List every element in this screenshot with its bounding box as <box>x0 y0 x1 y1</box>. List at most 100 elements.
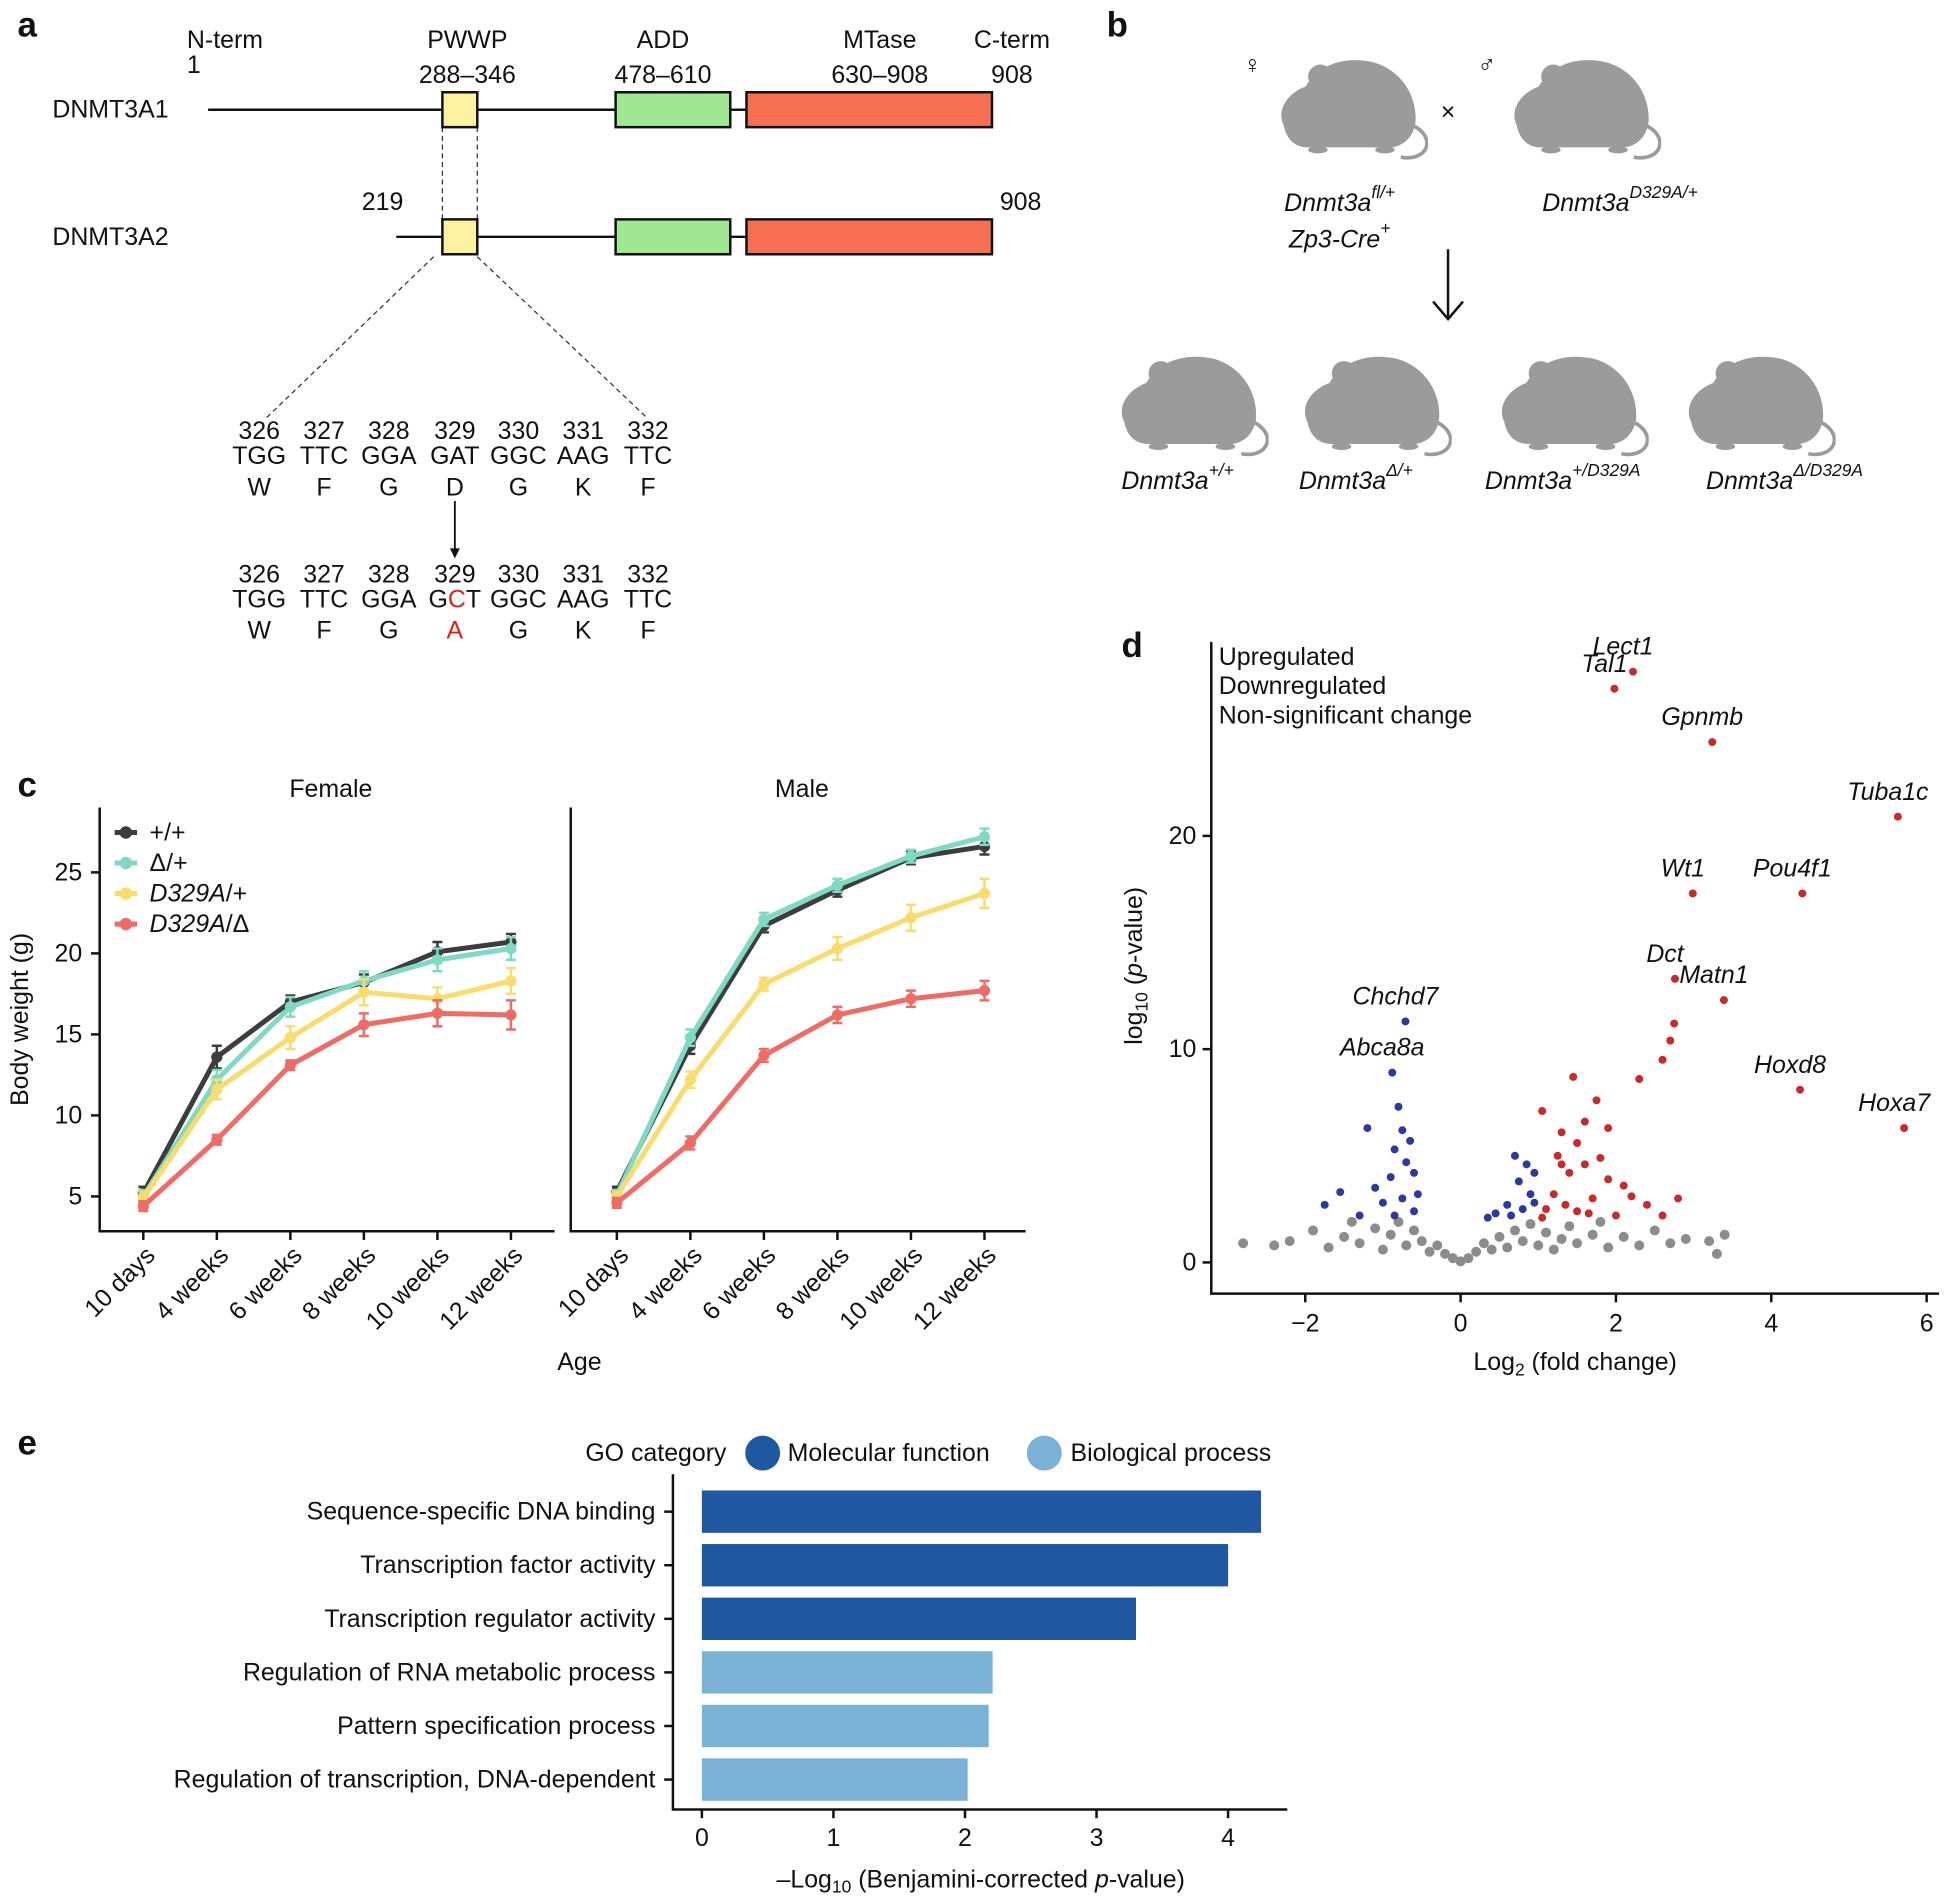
text-part: T <box>466 585 481 613</box>
text-part: p <box>1094 1865 1109 1893</box>
data-point <box>1503 1200 1512 1209</box>
isoform-name: DNMT3A2 <box>52 223 168 251</box>
x-axis-label: Log2 (fold change) <box>1473 1348 1677 1379</box>
y-axis-label: log10 (p-value) <box>1120 887 1151 1045</box>
data-point <box>1346 1216 1357 1227</box>
y-tick-label: Regulation of RNA metabolic process <box>243 1658 656 1686</box>
codon-number: 330 <box>498 417 540 445</box>
x-tick-label: 2 <box>1609 1309 1623 1337</box>
genotype: Dnmt3aΔ/+ <box>1299 460 1413 495</box>
codon-number: 327 <box>303 417 345 445</box>
x-tick-label: 6 <box>1920 1309 1934 1337</box>
data-point <box>1323 1242 1334 1253</box>
codon: GGA <box>361 585 417 613</box>
data-point <box>1510 1151 1519 1160</box>
data-point <box>1587 1229 1598 1240</box>
data-point <box>1455 1256 1466 1267</box>
data-point <box>211 1083 223 1096</box>
data-point <box>1610 684 1619 693</box>
data-point <box>1604 1124 1613 1133</box>
legend-label: Downregulated <box>1219 672 1387 700</box>
axis <box>671 1474 1288 1811</box>
text-part: Δ/+ <box>150 849 188 877</box>
data-point <box>1665 1238 1676 1249</box>
data-point <box>1666 1036 1675 1045</box>
text-part: G <box>429 585 448 613</box>
legend-marker <box>119 856 133 870</box>
domain-box <box>745 91 994 129</box>
data-point <box>1269 1240 1280 1251</box>
data-point <box>1284 1236 1295 1247</box>
cross-symbol: × <box>1441 98 1456 126</box>
amino-acid: F <box>640 617 655 645</box>
data-point <box>1643 1200 1651 1209</box>
genotype: Dnmt3a+/D329A <box>1485 460 1641 495</box>
data-point <box>358 986 370 998</box>
text-part: -value) <box>1109 1865 1185 1893</box>
bar <box>701 1544 1229 1587</box>
data-point <box>1413 1190 1422 1199</box>
data-point <box>1798 889 1807 898</box>
y-tick-label: 10 <box>1169 1035 1197 1063</box>
data-point <box>1658 1055 1667 1064</box>
data-point <box>1530 1198 1539 1207</box>
panel-letter: b <box>1107 5 1128 44</box>
data-point <box>137 1200 149 1212</box>
data-point <box>1719 1229 1730 1240</box>
text-part: (fold change) <box>1525 1348 1677 1376</box>
data-point <box>1471 1246 1482 1257</box>
codon-number: 331 <box>562 417 604 445</box>
text-part: /Δ <box>226 910 250 938</box>
amino-acid: F <box>316 473 331 501</box>
data-point <box>758 978 770 990</box>
codon: TGG <box>232 585 286 613</box>
point-label: Abca8a <box>1338 1034 1424 1062</box>
y-tick-label: 15 <box>55 1020 83 1048</box>
data-point <box>1557 1128 1566 1137</box>
data-point <box>1388 1068 1397 1077</box>
data-point <box>211 1134 223 1146</box>
data-point <box>1410 1207 1418 1216</box>
data-point <box>1432 1240 1443 1251</box>
panel-letter: d <box>1122 626 1143 665</box>
data-point <box>611 1197 623 1209</box>
data-point <box>1538 1213 1547 1222</box>
data-point <box>1525 1219 1536 1230</box>
facet-title: Female <box>289 775 372 803</box>
data-point <box>1406 1136 1415 1145</box>
data-point <box>1370 1223 1381 1234</box>
legend-marker <box>119 917 133 931</box>
data-point <box>905 993 917 1005</box>
series-line <box>614 891 986 1198</box>
y-tick-label: Sequence-specific DNA binding <box>307 1498 656 1526</box>
data-point <box>1514 1177 1523 1186</box>
panel-letter: c <box>17 766 36 805</box>
data-point <box>831 1009 844 1021</box>
domain-box <box>614 91 732 129</box>
amino-acid: K <box>575 473 592 501</box>
y-tick-label: Regulation of transcription, DNA-depende… <box>174 1766 656 1794</box>
data-point <box>505 942 517 955</box>
data-point <box>1674 1194 1683 1203</box>
data-point <box>1339 1231 1350 1242</box>
data-point <box>1416 1236 1427 1247</box>
point-label: Chchd7 <box>1353 983 1440 1011</box>
data-point <box>1629 667 1638 676</box>
point-label: Dct <box>1646 940 1684 968</box>
codon-number: 326 <box>238 561 280 589</box>
data-point <box>1517 1236 1528 1247</box>
data-point <box>1596 1153 1605 1162</box>
data-point <box>1424 1246 1435 1257</box>
point-label: Tal1 <box>1581 650 1627 678</box>
data-point <box>1538 1107 1547 1115</box>
data-point <box>1336 1188 1345 1197</box>
x-axis-label: –Log10 (Benjamini-corrected p-value) <box>777 1865 1185 1896</box>
text-part: Zp3-Cre <box>1288 225 1380 253</box>
legend-label: D329A/Δ <box>150 910 250 938</box>
data-point <box>905 912 917 924</box>
n-term-pos: 1 <box>187 51 201 79</box>
x-tick-label: 6 weeks <box>223 1241 307 1325</box>
data-point <box>1635 1075 1644 1084</box>
amino-acid: A <box>447 617 464 645</box>
